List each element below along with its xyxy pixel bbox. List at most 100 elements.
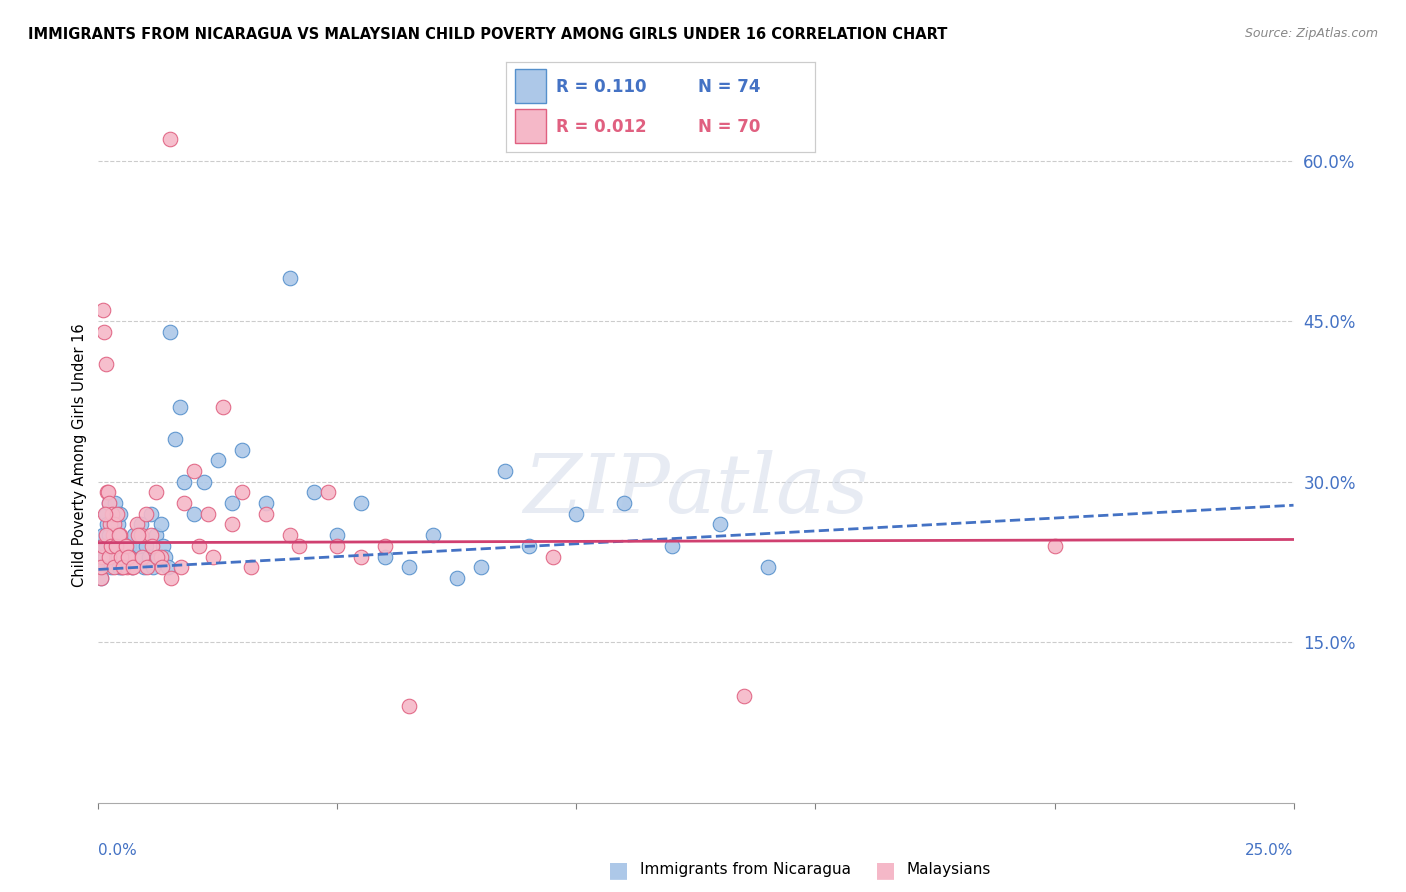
Point <box>302 485 325 500</box>
Text: 0.0%: 0.0% <box>98 843 138 858</box>
Point <box>108 528 131 542</box>
Point <box>107 549 129 564</box>
Point <box>105 539 128 553</box>
Point <box>159 325 181 339</box>
Point <box>160 571 183 585</box>
Point <box>115 549 138 564</box>
Point <box>173 475 195 489</box>
Point <box>108 507 131 521</box>
Point <box>231 485 253 500</box>
Point <box>98 517 122 532</box>
Point <box>193 475 215 489</box>
Point <box>173 496 195 510</box>
Point <box>110 549 132 564</box>
Point <box>97 539 120 553</box>
Point <box>105 539 128 553</box>
Point <box>103 517 125 532</box>
Point <box>163 432 186 446</box>
Point <box>169 400 191 414</box>
Point <box>350 549 373 564</box>
Point <box>100 560 122 574</box>
Point <box>326 539 349 553</box>
Point <box>103 549 125 564</box>
Point <box>112 560 135 574</box>
Point <box>288 539 311 553</box>
Point <box>398 699 420 714</box>
Point <box>90 571 112 585</box>
Text: ZIPatlas: ZIPatlas <box>523 450 869 530</box>
Point <box>661 539 683 553</box>
Point <box>121 560 143 574</box>
Point <box>139 507 162 521</box>
Point <box>91 528 114 542</box>
Point <box>108 560 131 574</box>
Point <box>90 560 112 574</box>
Text: R = 0.012: R = 0.012 <box>555 118 647 136</box>
Point <box>127 528 149 542</box>
Point <box>756 560 779 574</box>
Point <box>100 539 122 553</box>
Text: Immigrants from Nicaragua: Immigrants from Nicaragua <box>640 863 851 877</box>
Point <box>111 560 134 574</box>
Point <box>91 549 114 564</box>
Point <box>117 549 139 564</box>
Point <box>132 560 155 574</box>
Point <box>145 549 167 564</box>
Point <box>240 560 263 574</box>
Point <box>207 453 229 467</box>
Point <box>709 517 731 532</box>
Point <box>422 528 444 542</box>
Point <box>93 549 115 564</box>
Point <box>91 560 114 574</box>
Point <box>152 539 174 553</box>
Point <box>150 560 173 574</box>
Point <box>96 485 118 500</box>
Bar <box>516 109 547 143</box>
Point <box>104 496 127 510</box>
Point <box>148 549 170 564</box>
Text: IMMIGRANTS FROM NICARAGUA VS MALAYSIAN CHILD POVERTY AMONG GIRLS UNDER 16 CORREL: IMMIGRANTS FROM NICARAGUA VS MALAYSIAN C… <box>28 27 948 42</box>
Point <box>101 507 124 521</box>
Point <box>93 325 115 339</box>
Point <box>149 549 172 564</box>
Point <box>470 560 492 574</box>
Point <box>94 507 117 521</box>
Point <box>101 517 124 532</box>
Point <box>93 539 115 553</box>
Point <box>94 539 117 553</box>
Point <box>118 549 141 564</box>
Text: N = 70: N = 70 <box>697 118 761 136</box>
Point <box>90 560 112 574</box>
Point <box>155 549 177 564</box>
Point <box>156 560 179 574</box>
Point <box>96 517 118 532</box>
Point <box>1043 539 1066 553</box>
Point <box>183 507 205 521</box>
Text: R = 0.110: R = 0.110 <box>555 78 647 95</box>
Point <box>169 560 191 574</box>
Point <box>254 496 277 510</box>
Point <box>97 485 120 500</box>
Point <box>197 507 219 521</box>
Point <box>221 517 243 532</box>
Point <box>135 539 157 553</box>
Point <box>131 549 153 564</box>
Point <box>278 271 301 285</box>
Point <box>541 549 564 564</box>
Point <box>121 560 143 574</box>
Point <box>118 539 141 553</box>
Point <box>114 539 136 553</box>
Point <box>326 528 349 542</box>
Point <box>141 539 163 553</box>
Point <box>91 303 114 318</box>
Point <box>231 442 253 457</box>
Point <box>131 517 153 532</box>
Point <box>494 464 516 478</box>
Point <box>187 539 209 553</box>
Text: Source: ZipAtlas.com: Source: ZipAtlas.com <box>1244 27 1378 40</box>
Point <box>93 507 115 521</box>
Point <box>98 528 121 542</box>
Point <box>111 549 134 564</box>
Point <box>103 549 125 564</box>
Text: N = 74: N = 74 <box>697 78 761 95</box>
